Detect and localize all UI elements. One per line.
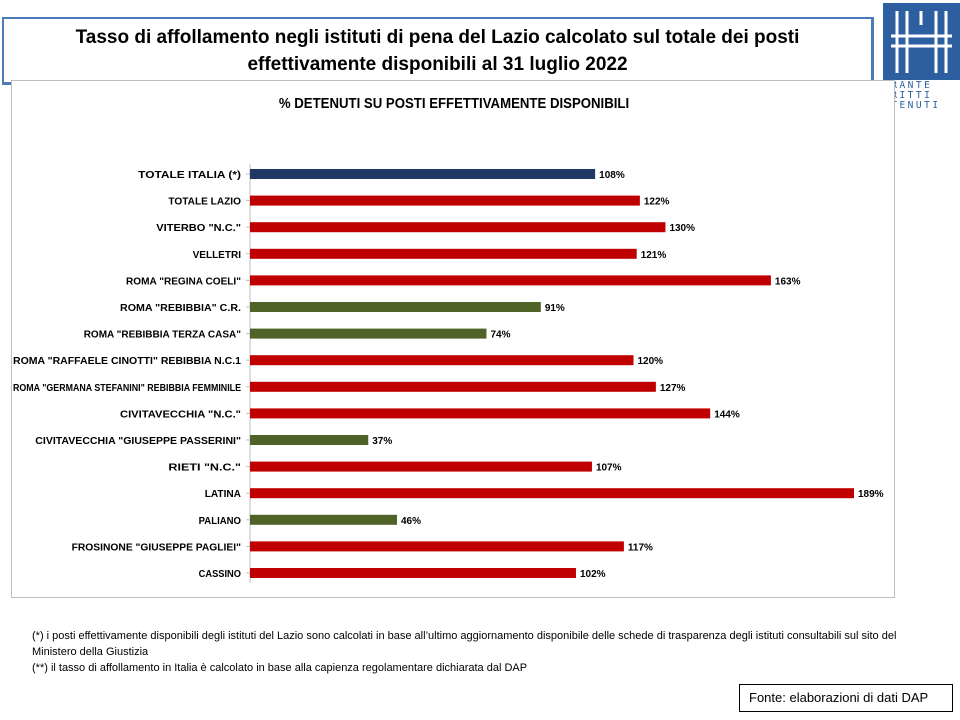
bar (250, 302, 541, 312)
category-label: ROMA "GERMANA STEFANINI" REBIBBIA FEMMIN… (13, 382, 241, 394)
value-label: 121% (641, 250, 667, 261)
value-label: 91% (545, 303, 565, 314)
value-label: 117% (628, 542, 653, 553)
value-label: 122% (644, 197, 670, 208)
value-label: 107% (596, 463, 622, 474)
footnote-2: (**) il tasso di affollamento in Italia … (32, 662, 528, 674)
value-label: 74% (490, 330, 510, 341)
footnotes: (*) i posti effettivamente disponibili d… (32, 628, 932, 676)
category-label: VITERBO "N.C." (156, 222, 241, 234)
category-label: RIETI "N.C." (168, 462, 241, 474)
bar (250, 408, 711, 419)
bar (250, 435, 369, 445)
chart-panel: % DETENUTI SU POSTI EFFETTIVAMENTE DISPO… (11, 80, 895, 598)
category-label: ROMA "REBIBBIA TERZA CASA" (84, 329, 241, 341)
bar (250, 514, 398, 525)
value-label: 108% (599, 170, 625, 181)
logo-text: ARANTE IRITTI ETENUTI (883, 81, 960, 111)
bar (250, 275, 771, 286)
logo-emblem-icon (883, 3, 960, 80)
value-label: 130% (669, 223, 695, 234)
bar (250, 248, 637, 259)
logo-text-line: ARANTE (883, 81, 933, 91)
bar (250, 355, 634, 366)
category-label: FROSINONE "GIUSEPPE PAGLIEI" (72, 541, 241, 553)
category-label: TOTALE LAZIO (168, 196, 241, 208)
category-label: ROMA "RAFFAELE CINOTTI" REBIBBIA N.C.1 (13, 355, 241, 367)
source-note: Fonte: elaborazioni di dati DAP (739, 684, 953, 712)
value-label: 163% (775, 276, 801, 287)
page-title: Tasso di affollamento negli istituti di … (75, 26, 800, 75)
bar (250, 328, 487, 339)
logo: ARANTE IRITTI ETENUTI (883, 3, 960, 111)
value-label: 189% (858, 489, 884, 500)
title-box: Tasso di affollamento negli istituti di … (2, 17, 874, 85)
category-label: VELLETRI (193, 249, 241, 261)
category-label: TOTALE ITALIA (*) (138, 169, 241, 181)
logo-text-line: IRITTI (883, 90, 933, 101)
bar (250, 222, 666, 233)
logo-mark-icon (883, 3, 960, 80)
bar (250, 195, 640, 206)
bar-chart: TOTALE ITALIA (*) 108% TOTALE LAZIO 122% VIT… (13, 164, 884, 583)
value-label: 120% (637, 356, 663, 367)
category-label: CIVITAVECCHIA "N.C." (120, 408, 241, 420)
category-label: LATINA (205, 488, 242, 500)
value-label: 46% (401, 516, 421, 527)
category-label: ROMA "REBIBBIA" C.R. (120, 302, 241, 314)
bar (250, 169, 596, 179)
category-label: ROMA "REGINA COELI" (126, 275, 241, 287)
chart-title: % DETENUTI SU POSTI EFFETTIVAMENTE DISPO… (278, 95, 630, 112)
bar (250, 488, 854, 499)
value-label: 127% (660, 383, 686, 394)
logo-text-line: ETENUTI (883, 100, 941, 111)
category-label: CIVITAVECCHIA "GIUSEPPE PASSERINI" (35, 435, 241, 447)
bars-layer: TOTALE ITALIA (*) 108% TOTALE LAZIO 122% VIT… (13, 169, 884, 580)
category-label: PALIANO (199, 515, 241, 527)
value-label: 102% (580, 569, 606, 580)
bar (250, 381, 656, 392)
bar (250, 568, 576, 578)
bar (250, 461, 592, 472)
footnote-1: (*) i posti effettivamente disponibili d… (32, 630, 897, 658)
value-label: 144% (714, 409, 740, 420)
value-label: 37% (372, 436, 392, 447)
category-label: CASSINO (199, 568, 241, 580)
bar (250, 541, 624, 552)
